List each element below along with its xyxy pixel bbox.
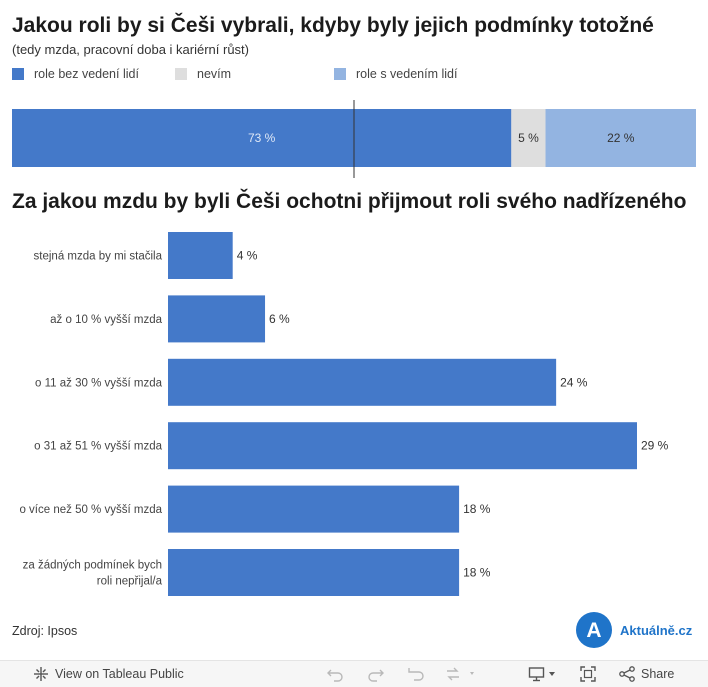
category-label: o více než 50 % vyšší mzda: [19, 504, 162, 516]
share-button[interactable]: Share: [619, 661, 674, 687]
legend-swatch: [12, 68, 24, 80]
category-label: za žádných podmínek bych: [23, 560, 162, 572]
undo-button[interactable]: [326, 661, 344, 687]
download-icon: [528, 666, 560, 682]
bar-value-label: 18 %: [463, 502, 491, 516]
view-on-tableau-button[interactable]: View on Tableau Public: [33, 661, 184, 687]
brand-a-icon: A: [586, 619, 601, 642]
legend-swatch: [175, 68, 187, 80]
category-bar[interactable]: [168, 549, 460, 596]
stacked-segment[interactable]: [511, 109, 546, 167]
category-bar[interactable]: [168, 358, 557, 406]
bar-value-label: 6 %: [269, 312, 290, 326]
stacked-segment[interactable]: [12, 109, 512, 167]
category-label: roli nepřijal/a: [97, 576, 163, 588]
category-bar[interactable]: [168, 295, 266, 343]
legend-item-dont-know[interactable]: nevím: [175, 67, 231, 81]
svg-text:A: A: [586, 619, 601, 642]
tableau-toolbar: View on Tableau Public: [0, 660, 708, 687]
category-label: až o 10 % vyšší mzda: [50, 314, 162, 326]
legend-item-with-management[interactable]: role s vedením lidí: [334, 67, 457, 81]
legend-label: role s vedením lidí: [356, 67, 458, 81]
brand-logo[interactable]: A Aktuálně.cz: [576, 612, 692, 648]
stacked-segment-label: 5 %: [518, 131, 539, 145]
refresh-icon: [444, 666, 478, 682]
chart-2-title: Za jakou mzdu by byli Češi ochotni přijm…: [12, 190, 687, 213]
category-label: o 11 až 30 % vyšší mzda: [35, 377, 163, 389]
category-label: o 31 až 51 % vyšší mzda: [34, 441, 162, 453]
tableau-logo-icon: [33, 666, 49, 682]
undo-icon: [326, 666, 344, 682]
revert-button[interactable]: [407, 661, 425, 687]
stacked-segment[interactable]: [545, 109, 696, 167]
legend-label: nevím: [197, 67, 232, 81]
refresh-button[interactable]: [444, 661, 478, 687]
stacked-segment-label: 22 %: [607, 131, 635, 145]
bar-value-label: 24 %: [560, 375, 588, 389]
source-note: Zdroj: Ipsos: [12, 624, 78, 638]
category-bar[interactable]: [168, 422, 637, 470]
brand-name: Aktuálně.cz: [620, 622, 693, 638]
chart-1-subtitle: (tedy mzda, pracovní doba i kariérní růs…: [12, 42, 249, 57]
fullscreen-icon: [580, 666, 596, 682]
bar-value-label: 4 %: [237, 249, 258, 263]
horizontal-bar-chart: 4 % stejná mzda by mi stačila 6 % až o 10 %…: [19, 232, 669, 596]
category-bar[interactable]: [168, 232, 233, 279]
bar-value-label: 29 %: [641, 439, 669, 453]
share-icon: [619, 666, 635, 682]
revert-icon: [407, 666, 425, 682]
legend: role bez vedení lidí nevím role s vedení…: [0, 67, 708, 87]
redo-button[interactable]: [367, 661, 385, 687]
category-bar[interactable]: [168, 485, 460, 533]
download-button[interactable]: [528, 661, 560, 687]
brand-circle: A: [576, 612, 612, 648]
category-label: stejná mzda by mi stačila: [34, 251, 163, 263]
stacked-segment-label: 73 %: [248, 131, 276, 145]
view-on-tableau-label: View on Tableau Public: [55, 667, 184, 681]
redo-icon: [367, 666, 385, 682]
legend-label: role bez vedení lidí: [34, 67, 139, 81]
chart-1-title: Jakou roli by si Češi vybrali, kdyby byl…: [12, 14, 654, 37]
share-label: Share: [641, 667, 675, 681]
legend-item-no-management[interactable]: role bez vedení lidí: [12, 67, 139, 81]
fullscreen-button[interactable]: [580, 661, 596, 687]
legend-swatch: [334, 68, 346, 80]
stacked-bar-chart: 73 % 5 % 22 %: [12, 100, 696, 178]
bar-value-label: 18 %: [463, 566, 491, 580]
